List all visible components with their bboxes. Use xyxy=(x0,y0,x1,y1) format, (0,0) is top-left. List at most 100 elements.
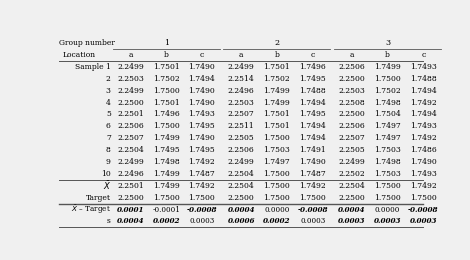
Text: 0.0002: 0.0002 xyxy=(152,217,180,225)
Text: 1.7497: 1.7497 xyxy=(374,122,401,130)
Text: 1.7503: 1.7503 xyxy=(374,146,401,154)
Text: 2.2504: 2.2504 xyxy=(338,182,365,190)
Text: b: b xyxy=(385,51,390,59)
Text: 1.7493: 1.7493 xyxy=(410,63,437,71)
Text: 1.7492: 1.7492 xyxy=(299,182,326,190)
Text: Sample 1: Sample 1 xyxy=(75,63,111,71)
Text: 1.7504: 1.7504 xyxy=(374,110,401,119)
Text: 2.2507: 2.2507 xyxy=(338,134,365,142)
Text: 1.7490: 1.7490 xyxy=(299,158,326,166)
Text: 2.2499: 2.2499 xyxy=(117,158,144,166)
Text: 1.7503: 1.7503 xyxy=(374,170,401,178)
Text: 1.7500: 1.7500 xyxy=(264,134,290,142)
Text: 1.7500: 1.7500 xyxy=(374,75,401,83)
Text: -0.0001: -0.0001 xyxy=(152,206,180,213)
Text: 2.2511: 2.2511 xyxy=(228,122,255,130)
Text: 0.0000: 0.0000 xyxy=(264,206,290,213)
Text: 1.7495: 1.7495 xyxy=(299,75,326,83)
Text: 1.7496: 1.7496 xyxy=(153,110,180,119)
Text: -0.0008: -0.0008 xyxy=(298,206,328,213)
Text: 1.7496: 1.7496 xyxy=(299,63,326,71)
Text: 1.7490: 1.7490 xyxy=(410,158,437,166)
Text: 1.7492: 1.7492 xyxy=(410,182,437,190)
Text: 2.2507: 2.2507 xyxy=(228,110,255,119)
Text: 0.0003: 0.0003 xyxy=(189,217,214,225)
Text: s: s xyxy=(107,217,111,225)
Text: 1.7500: 1.7500 xyxy=(264,170,290,178)
Text: 1.7486: 1.7486 xyxy=(410,146,437,154)
Text: a: a xyxy=(128,51,133,59)
Text: 0.0004: 0.0004 xyxy=(338,206,366,213)
Text: 1.7499: 1.7499 xyxy=(153,134,180,142)
Text: 2.2500: 2.2500 xyxy=(117,99,144,107)
Text: 1.7492: 1.7492 xyxy=(188,158,215,166)
Text: b: b xyxy=(274,51,279,59)
Text: 1.7492: 1.7492 xyxy=(410,99,437,107)
Text: c: c xyxy=(311,51,315,59)
Text: 1.7500: 1.7500 xyxy=(299,194,326,202)
Text: 1.7497: 1.7497 xyxy=(264,158,290,166)
Text: $\bar{X}$ – Target: $\bar{X}$ – Target xyxy=(71,203,111,216)
Text: -0.0008: -0.0008 xyxy=(187,206,217,213)
Text: 1.7487: 1.7487 xyxy=(188,170,215,178)
Text: 1.7488: 1.7488 xyxy=(410,75,437,83)
Text: 1.7490: 1.7490 xyxy=(188,99,215,107)
Text: 1.7500: 1.7500 xyxy=(153,122,180,130)
Text: 1.7500: 1.7500 xyxy=(264,194,290,202)
Text: 1.7502: 1.7502 xyxy=(264,75,290,83)
Text: 1.7500: 1.7500 xyxy=(374,194,401,202)
Text: 0.0006: 0.0006 xyxy=(227,217,255,225)
Text: 1.7500: 1.7500 xyxy=(374,182,401,190)
Text: 2.2500: 2.2500 xyxy=(117,194,144,202)
Text: 2.2506: 2.2506 xyxy=(228,146,255,154)
Text: 1.7501: 1.7501 xyxy=(264,122,290,130)
Text: 2.2500: 2.2500 xyxy=(338,110,365,119)
Text: 1.7500: 1.7500 xyxy=(264,182,290,190)
Text: 1.7502: 1.7502 xyxy=(374,87,401,95)
Text: 7: 7 xyxy=(106,134,111,142)
Text: 2.2496: 2.2496 xyxy=(228,87,255,95)
Text: 1.7495: 1.7495 xyxy=(153,146,180,154)
Text: 2.2500: 2.2500 xyxy=(338,75,365,83)
Text: 1.7503: 1.7503 xyxy=(264,146,290,154)
Text: b: b xyxy=(164,51,169,59)
Text: 0.0003: 0.0003 xyxy=(374,217,401,225)
Text: 0.0004: 0.0004 xyxy=(227,206,255,213)
Text: 2: 2 xyxy=(106,75,111,83)
Text: 3: 3 xyxy=(106,87,111,95)
Text: 1.7501: 1.7501 xyxy=(264,110,290,119)
Text: 1.7497: 1.7497 xyxy=(374,134,401,142)
Text: 0.0004: 0.0004 xyxy=(117,217,144,225)
Text: 2.2508: 2.2508 xyxy=(338,99,365,107)
Text: 2.2504: 2.2504 xyxy=(228,170,255,178)
Text: 1.7494: 1.7494 xyxy=(410,110,437,119)
Text: 1.7490: 1.7490 xyxy=(188,63,215,71)
Text: 1.7488: 1.7488 xyxy=(299,87,326,95)
Text: 1.7501: 1.7501 xyxy=(264,63,290,71)
Text: 2.2500: 2.2500 xyxy=(228,194,255,202)
Text: 4: 4 xyxy=(106,99,111,107)
Text: 2.2506: 2.2506 xyxy=(117,122,144,130)
Text: $\bar{X}$: $\bar{X}$ xyxy=(102,179,111,192)
Text: a: a xyxy=(239,51,243,59)
Text: 2.2502: 2.2502 xyxy=(338,170,365,178)
Text: 1.7499: 1.7499 xyxy=(264,87,290,95)
Text: 1.7494: 1.7494 xyxy=(188,75,215,83)
Text: c: c xyxy=(200,51,204,59)
Text: -0.0008: -0.0008 xyxy=(408,206,439,213)
Text: 1.7494: 1.7494 xyxy=(299,122,326,130)
Text: 1.7495: 1.7495 xyxy=(188,146,215,154)
Text: 1.7493: 1.7493 xyxy=(188,110,215,119)
Text: 2.2505: 2.2505 xyxy=(228,134,255,142)
Text: 5: 5 xyxy=(106,110,111,119)
Text: 1.7494: 1.7494 xyxy=(299,99,326,107)
Text: 1.7490: 1.7490 xyxy=(188,87,215,95)
Text: 1.7495: 1.7495 xyxy=(299,110,326,119)
Text: 1.7500: 1.7500 xyxy=(153,87,180,95)
Text: 2.2506: 2.2506 xyxy=(338,63,365,71)
Text: 1.7487: 1.7487 xyxy=(299,170,326,178)
Text: 2.2514: 2.2514 xyxy=(228,75,255,83)
Text: 2: 2 xyxy=(274,39,280,47)
Text: 2.2504: 2.2504 xyxy=(228,182,255,190)
Text: 0.0000: 0.0000 xyxy=(375,206,400,213)
